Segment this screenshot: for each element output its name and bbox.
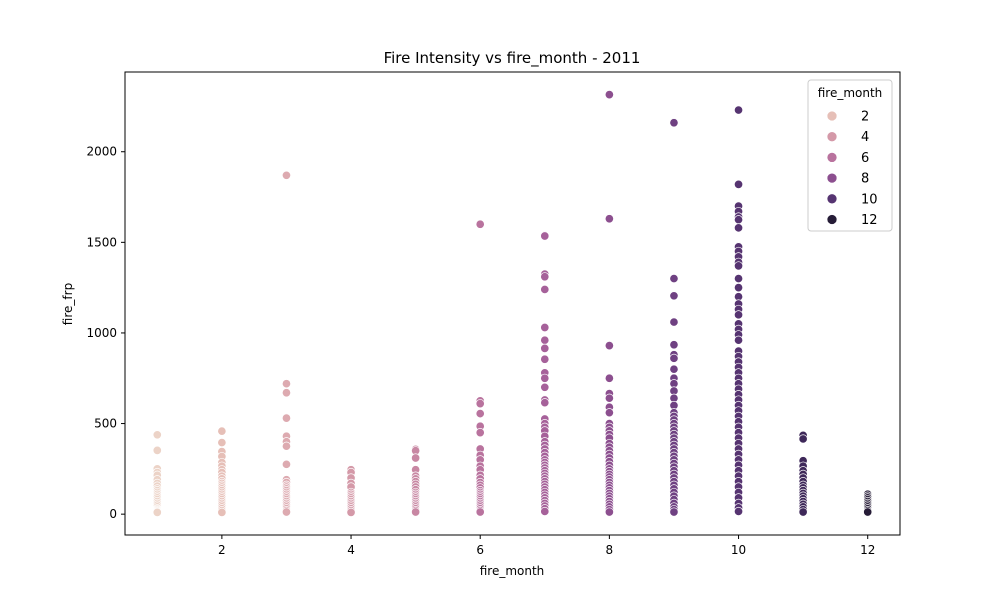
scatter-point xyxy=(540,322,550,333)
y-axis: 0 500 1000 1500 2000 xyxy=(86,145,125,521)
x-tick-label: 8 xyxy=(606,543,614,557)
x-tick-label: 4 xyxy=(347,543,355,557)
legend-marker xyxy=(826,131,838,143)
scatter-point xyxy=(346,507,356,517)
scatter-point xyxy=(604,408,614,418)
x-tick-label: 12 xyxy=(860,543,875,557)
scatter-point xyxy=(540,284,550,295)
scatter-point xyxy=(540,354,550,364)
scatter-points xyxy=(152,90,873,517)
scatter-point xyxy=(281,507,292,517)
scatter-point xyxy=(604,90,614,100)
scatter-point xyxy=(475,428,485,438)
y-tick-label: 2000 xyxy=(86,145,117,159)
legend-marker xyxy=(826,172,838,184)
scatter-point xyxy=(281,379,292,389)
scatter-point xyxy=(217,507,227,517)
chart-title: Fire Intensity vs fire_month - 2011 xyxy=(384,49,641,68)
scatter-point xyxy=(798,507,808,517)
scatter-point xyxy=(733,105,744,115)
legend: fire_month 2 4 6 8 10 12 xyxy=(807,79,893,232)
scatter-point xyxy=(733,261,744,271)
legend-marker xyxy=(826,214,838,225)
scatter-point xyxy=(540,382,550,392)
legend-marker xyxy=(826,193,838,205)
x-axis-label: fire_month xyxy=(480,564,545,578)
x-axis: 2 4 6 8 10 12 xyxy=(218,535,875,557)
scatter-point xyxy=(733,215,744,225)
scatter-point xyxy=(540,335,550,345)
scatter-point xyxy=(733,310,744,320)
scatter-point xyxy=(152,445,162,455)
legend-label: 4 xyxy=(861,130,869,145)
scatter-point xyxy=(604,507,614,517)
x-tick-label: 10 xyxy=(731,543,746,557)
scatter-point xyxy=(540,231,550,241)
plot-frame xyxy=(124,71,901,536)
x-tick-label: 2 xyxy=(218,543,226,557)
scatter-point xyxy=(604,341,614,351)
scatter-point xyxy=(475,409,485,419)
scatter-point xyxy=(281,441,292,451)
scatter-point xyxy=(475,219,485,229)
x-tick-label: 6 xyxy=(476,543,484,557)
scatter-point xyxy=(733,274,744,284)
scatter-point xyxy=(411,507,421,517)
scatter-point xyxy=(669,274,679,284)
legend-marker xyxy=(826,110,838,122)
scatter-point xyxy=(863,507,873,517)
scatter-point xyxy=(217,426,227,436)
scatter-point xyxy=(733,283,744,293)
scatter-point xyxy=(604,373,614,383)
scatter-point xyxy=(152,430,162,440)
legend-label: 6 xyxy=(861,151,869,166)
legend-title: fire_month xyxy=(818,86,883,100)
scatter-point xyxy=(733,506,744,516)
scatter-point xyxy=(540,506,550,516)
scatter-point xyxy=(281,388,292,398)
scatter-point xyxy=(281,459,292,469)
legend-label: 12 xyxy=(861,213,878,228)
scatter-point xyxy=(540,398,550,408)
scatter-point xyxy=(475,399,485,409)
y-axis-label: fire_frp xyxy=(61,283,75,325)
scatter-point xyxy=(733,179,744,189)
scatter-point xyxy=(669,364,679,374)
y-tick-label: 1500 xyxy=(86,235,117,249)
scatter-point xyxy=(669,317,679,327)
scatter-point xyxy=(152,507,162,517)
scatter-point xyxy=(281,413,292,423)
legend-box xyxy=(807,79,893,232)
scatter-point xyxy=(604,214,614,224)
scatter-point xyxy=(411,453,421,463)
scatter-point xyxy=(604,393,614,403)
scatter-point xyxy=(540,373,550,383)
y-tick-label: 500 xyxy=(94,417,117,431)
legend-label: 8 xyxy=(861,172,869,187)
scatter-point xyxy=(540,343,550,353)
scatter-point xyxy=(669,353,679,363)
scatter-point xyxy=(540,272,550,282)
scatter-point xyxy=(733,223,744,233)
scatter-point xyxy=(733,335,744,345)
y-tick-label: 0 xyxy=(109,507,117,521)
scatter-point xyxy=(669,291,679,301)
legend-label: 10 xyxy=(861,192,878,207)
legend-marker xyxy=(826,152,838,163)
scatter-point xyxy=(475,507,485,517)
scatter-point xyxy=(281,170,292,180)
scatter-point xyxy=(798,434,808,444)
scatter-point xyxy=(669,507,679,517)
legend-label: 2 xyxy=(861,110,869,125)
scatter-point xyxy=(669,118,679,128)
scatter-point xyxy=(669,340,679,350)
y-tick-label: 1000 xyxy=(86,326,117,340)
scatter-point xyxy=(217,438,227,448)
